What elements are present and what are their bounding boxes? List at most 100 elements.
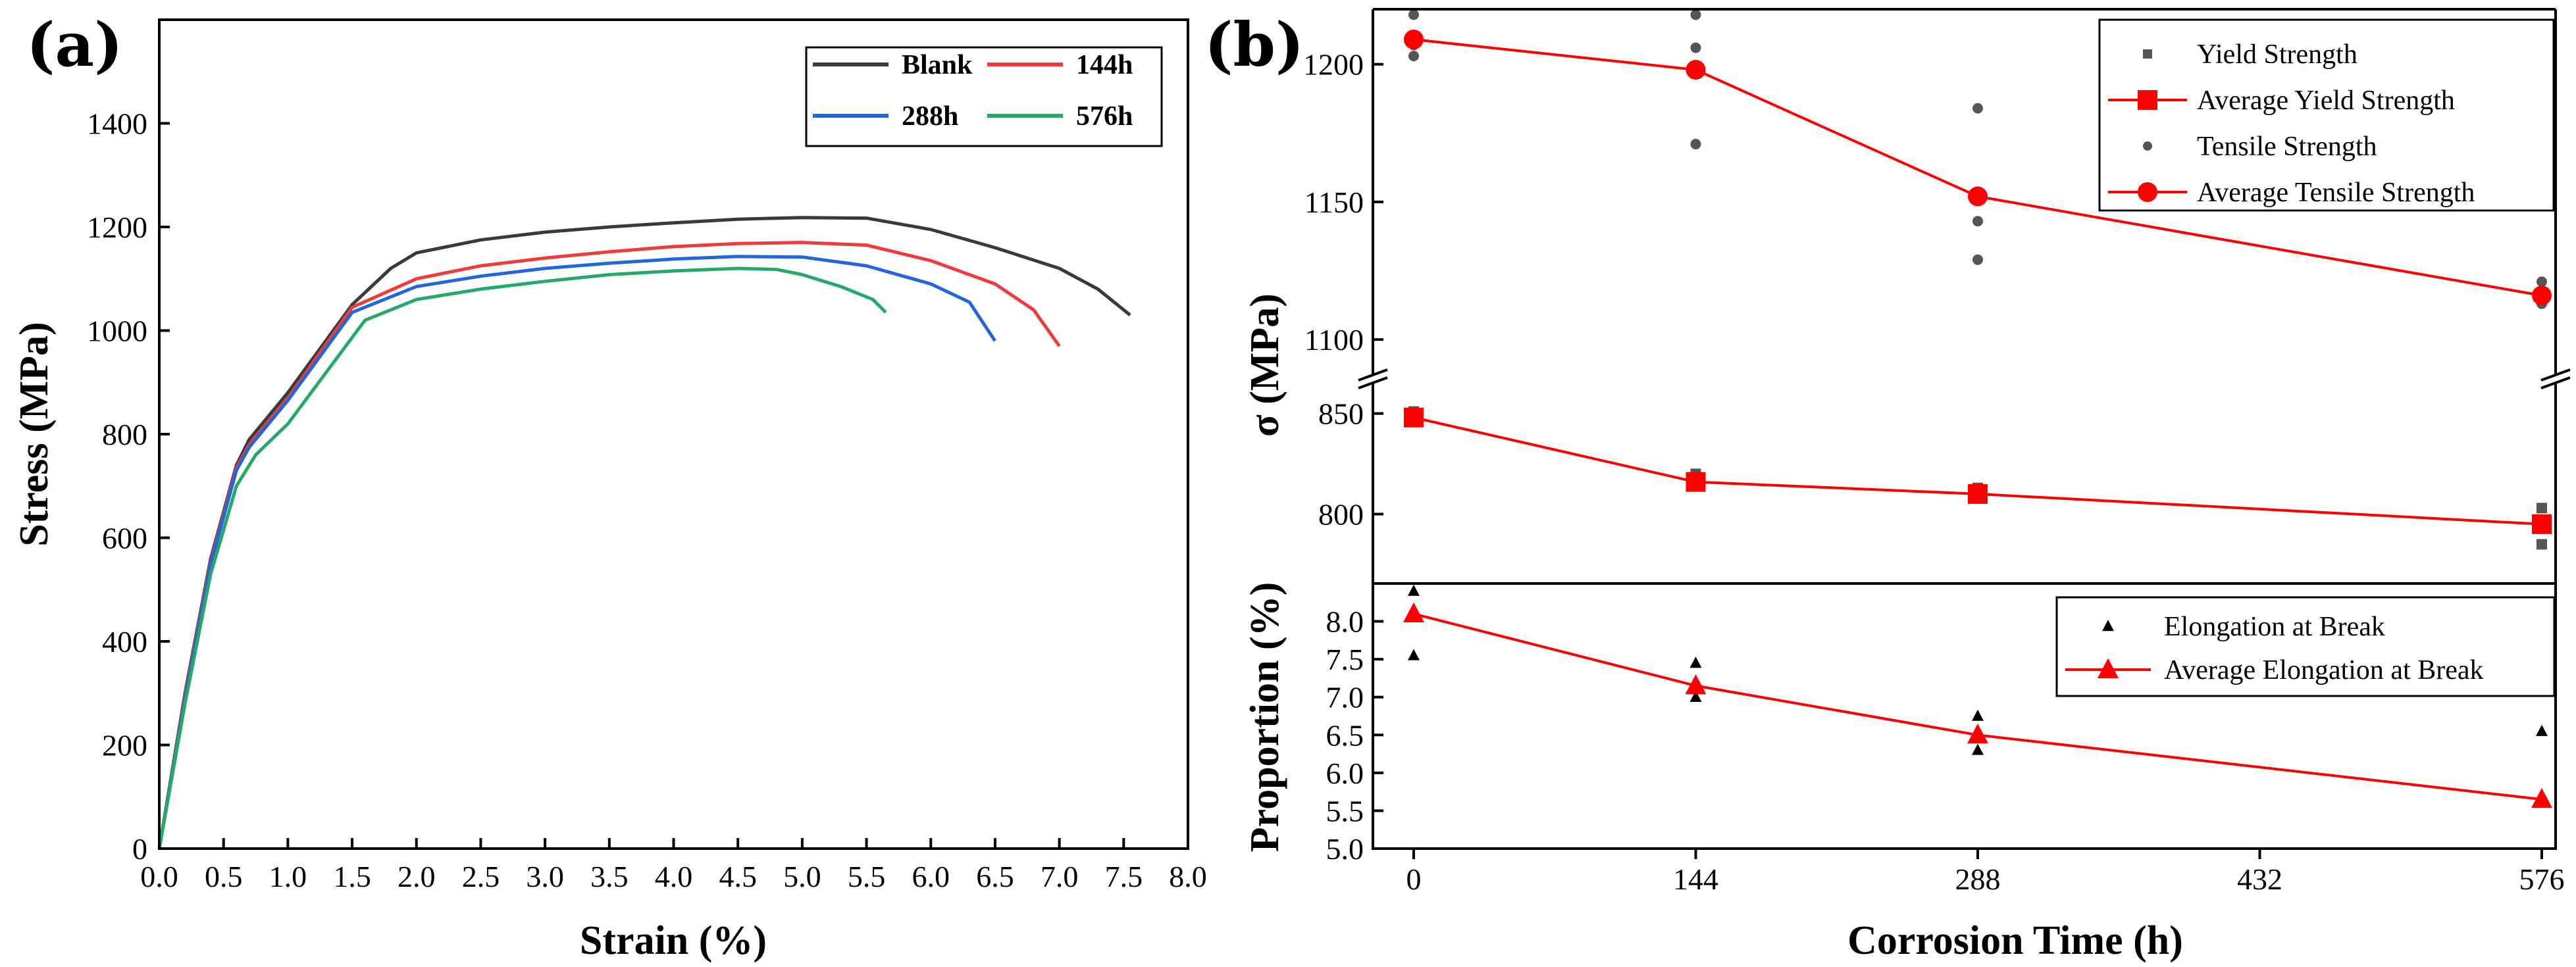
data-point bbox=[1686, 472, 1706, 492]
series-average-elongation-at-break bbox=[1403, 602, 2552, 808]
curve-144h bbox=[157, 241, 1061, 849]
data-point bbox=[1690, 42, 1701, 53]
data-point bbox=[1404, 30, 1424, 50]
y-tick-label: 5.5 bbox=[1326, 794, 1364, 828]
axis-break-mark-right bbox=[2540, 368, 2571, 382]
x-tick-label: 7.0 bbox=[1041, 860, 1079, 893]
data-point bbox=[1690, 139, 1701, 150]
legend-marker bbox=[2138, 182, 2157, 202]
series-elongation-at-break bbox=[1408, 584, 2548, 755]
legend-marker bbox=[2143, 141, 2152, 151]
data-point bbox=[1690, 9, 1701, 20]
x-tick-label: 3.0 bbox=[526, 860, 564, 893]
x-tick-label: 0 bbox=[1406, 862, 1422, 896]
data-point bbox=[2537, 503, 2547, 514]
x-tick-label: 4.5 bbox=[719, 860, 757, 893]
y-tick-label: 6.5 bbox=[1326, 718, 1364, 752]
x-tick-label: 576 bbox=[2519, 862, 2565, 896]
data-point bbox=[2536, 724, 2548, 736]
lower-frame bbox=[1372, 582, 2557, 850]
x-tick-label: 6.5 bbox=[976, 860, 1014, 893]
y-axis-title: Stress (MPa) bbox=[12, 322, 57, 546]
series-line bbox=[1413, 612, 2542, 801]
y-axis-ticks: 0 200 400 600 800 1000 1200 1400 bbox=[87, 107, 170, 866]
data-point bbox=[1972, 216, 1983, 227]
y-tick-label: 1200 bbox=[1303, 48, 1364, 82]
y-tick-label: 1150 bbox=[1304, 186, 1364, 219]
series-yield-strength bbox=[1408, 406, 2547, 550]
curve-576h bbox=[157, 266, 887, 849]
x-tick-label: 3.5 bbox=[590, 860, 629, 893]
curve-blank bbox=[157, 216, 1131, 849]
y-tick-label: 1200 bbox=[87, 211, 147, 244]
y-tick-label: 400 bbox=[102, 625, 147, 658]
data-point bbox=[2537, 539, 2547, 550]
series-line bbox=[1413, 416, 2542, 526]
y-axis-title-top: σ (MPa) bbox=[1243, 293, 1287, 437]
x-axis-title-b: Corrosion Time (h) bbox=[1847, 918, 2183, 963]
corrosion-ticks: 0 144 288 432 576 1100 1150 1200 800 850 5.0 5.5 6.0… bbox=[1303, 48, 2565, 896]
x-tick-label: 2.0 bbox=[398, 860, 436, 893]
corrosion-plot-marks bbox=[1403, 9, 2552, 808]
x-tick-label: 0.0 bbox=[140, 860, 178, 893]
data-point bbox=[2532, 285, 2552, 306]
data-point bbox=[1685, 674, 1707, 695]
x-tick-label: 1.5 bbox=[333, 860, 371, 893]
legend-label: 144h bbox=[1076, 50, 1133, 80]
legend-marker bbox=[2098, 658, 2119, 678]
data-point bbox=[1408, 584, 1420, 596]
x-axis-ticks: 0.0 0.5 1.0 1.5 2.0 2.5 3.0 3.5 4.0 4.5 5.0 5.5 6.0 6… bbox=[140, 838, 1207, 893]
x-tick-label: 4.0 bbox=[655, 860, 693, 893]
y-tick-label: 7.0 bbox=[1326, 681, 1364, 714]
axis-break-mark-right bbox=[2540, 376, 2571, 389]
y-tick-label: 600 bbox=[102, 522, 147, 555]
y-tick-label: 800 bbox=[1318, 498, 1364, 532]
data-point bbox=[1686, 60, 1706, 80]
legend-label: Average Elongation at Break bbox=[2164, 655, 2484, 685]
legend-marker bbox=[2102, 620, 2114, 632]
y-tick-label: 8.0 bbox=[1326, 605, 1364, 639]
series-average-yield-strength bbox=[1404, 407, 2552, 534]
legend-bottom: Elongation at Break Average Elongation at… bbox=[2055, 596, 2556, 697]
legend-label: 576h bbox=[1076, 101, 1133, 132]
data-point bbox=[1689, 657, 1702, 668]
panel-label-a: (a) bbox=[26, 9, 123, 80]
corrosion-chart: 0 144 288 432 576 1100 1150 1200 800 850 5.0 5.5 6.0… bbox=[1243, 8, 2571, 963]
y-tick-label: 1000 bbox=[87, 314, 147, 348]
series-line bbox=[1413, 38, 2542, 297]
data-point bbox=[2531, 787, 2552, 808]
x-tick-label: 5.0 bbox=[783, 860, 821, 893]
data-point bbox=[1972, 709, 1984, 721]
legend-label: 288h bbox=[902, 101, 958, 132]
legend: Blank 144h 288h 576h bbox=[805, 46, 1163, 147]
legend-label: Average Yield Strength bbox=[2197, 86, 2455, 116]
data-point bbox=[1972, 743, 1984, 755]
x-tick-label: 5.5 bbox=[848, 860, 886, 893]
y-tick-label: 5.0 bbox=[1326, 832, 1364, 866]
y-tick-label: 0 bbox=[132, 832, 147, 866]
x-tick-label: 6.0 bbox=[912, 860, 950, 893]
legend-label: Blank bbox=[902, 50, 973, 80]
data-point bbox=[1972, 254, 1983, 265]
y-tick-label: 200 bbox=[102, 729, 147, 762]
x-tick-label: 2.5 bbox=[462, 860, 500, 893]
data-point bbox=[1408, 649, 1420, 660]
legend-marker bbox=[2138, 90, 2157, 110]
y-tick-label: 850 bbox=[1318, 397, 1364, 431]
axis-break-mark-left bbox=[1358, 368, 1388, 382]
data-point bbox=[1967, 724, 1988, 744]
data-point bbox=[1408, 51, 1419, 62]
y-tick-label: 7.5 bbox=[1326, 643, 1364, 676]
x-axis-title: Strain (%) bbox=[580, 918, 767, 963]
axis-break-mark-left bbox=[1358, 376, 1388, 389]
legend-top: Yield Strength Average Yield Strength Tens… bbox=[2098, 18, 2555, 212]
stress-strain-chart: 0.0 0.5 1.0 1.5 2.0 2.5 3.0 3.5 4.0 4.5 5.0 5.5 6.0 6… bbox=[12, 18, 1207, 963]
x-tick-label: 432 bbox=[2237, 862, 2282, 896]
data-point bbox=[1968, 484, 1988, 504]
stress-strain-curves bbox=[157, 216, 1131, 849]
y-axis-title-bottom: Proportion (%) bbox=[1243, 582, 1287, 852]
series-average-tensile-strength bbox=[1404, 30, 2552, 306]
legend-label: Tensile Strength bbox=[2197, 132, 2377, 162]
y-tick-label: 1400 bbox=[87, 107, 147, 141]
